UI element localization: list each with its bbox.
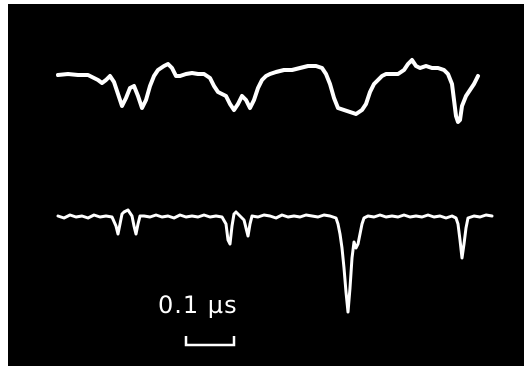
lower-waveform-trace — [56, 208, 494, 314]
scale-bar-label: 0.1 µs — [158, 291, 238, 319]
scale-bar — [184, 336, 236, 347]
upper-waveform-trace — [56, 58, 480, 124]
oscilloscope-display: 0.1 µs — [8, 4, 524, 366]
waveform-canvas — [56, 58, 494, 347]
